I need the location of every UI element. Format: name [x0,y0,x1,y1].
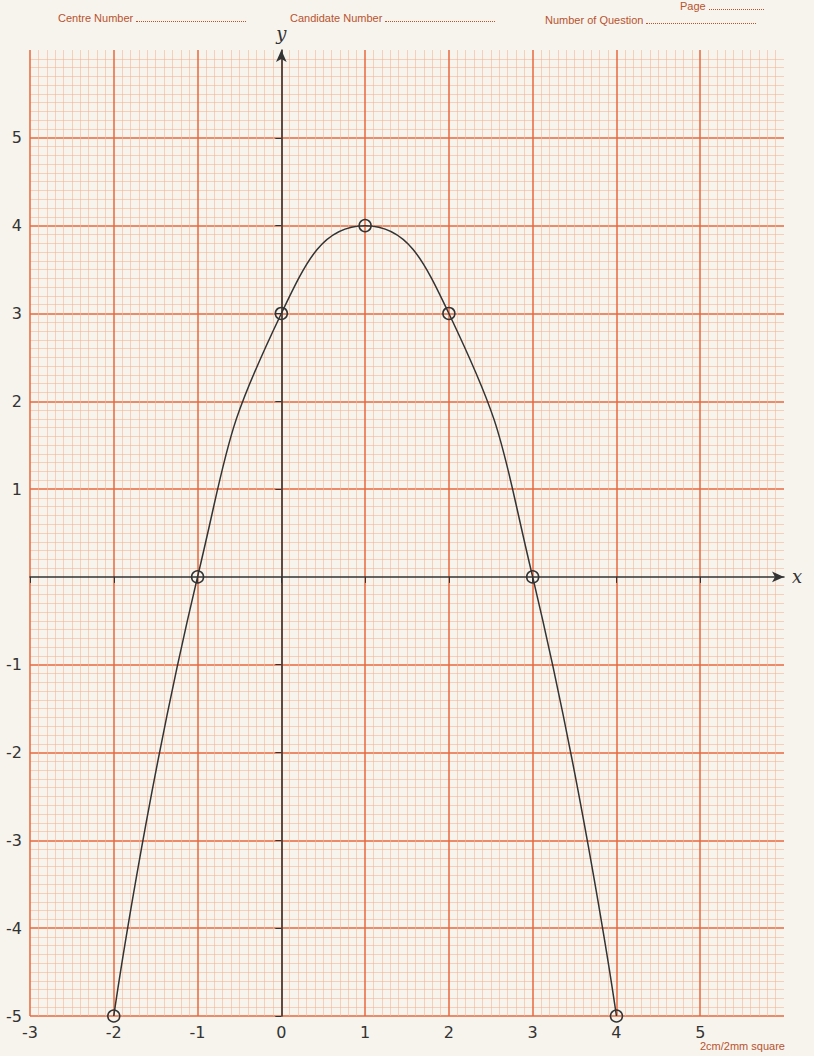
svg-text:5: 5 [12,128,22,147]
html-text:Candidate Number: Candidate Number [290,12,383,24]
html-text:2cm/2mm square: 2cm/2mm square [700,1040,785,1052]
html-text:Page: Page [680,0,706,12]
svg-text:3: 3 [12,304,22,323]
svg-text:-3: -3 [6,831,22,850]
svg-text:0: 0 [276,1023,286,1042]
html-text:Centre Number: Centre Number [58,12,134,24]
svg-text:2: 2 [444,1023,454,1042]
svg-text:4: 4 [12,216,22,235]
svg-text:y: y [275,23,287,44]
svg-text:4: 4 [611,1023,621,1042]
svg-text:5: 5 [695,1023,705,1042]
svg-text:-4: -4 [6,919,22,938]
svg-text:2: 2 [12,392,22,411]
svg-text:-2: -2 [6,743,22,762]
svg-text:-3: -3 [22,1023,38,1042]
svg-text:-1: -1 [6,655,22,674]
svg-text:-1: -1 [190,1023,206,1042]
svg-text:3: 3 [528,1023,538,1042]
svg-text:1: 1 [12,480,22,499]
svg-text:x: x [792,566,802,587]
html-text:Number of Question: Number of Question [545,14,644,26]
svg-text:-5: -5 [6,1007,22,1026]
svg-text:1: 1 [360,1023,370,1042]
svg-text:-2: -2 [106,1023,122,1042]
